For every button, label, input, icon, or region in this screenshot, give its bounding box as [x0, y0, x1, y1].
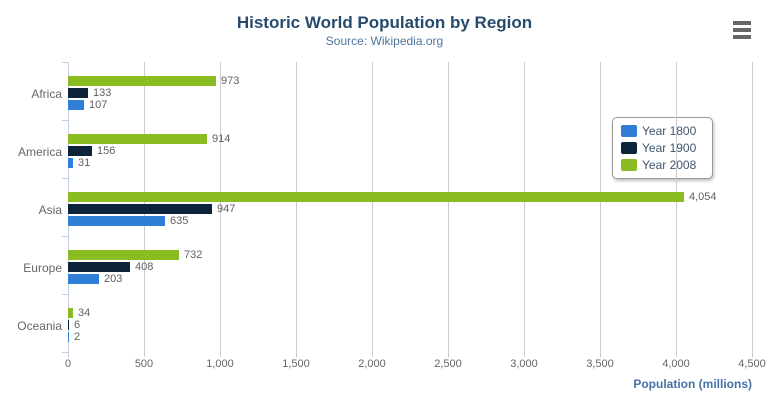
bar-year-1800[interactable] — [68, 100, 84, 110]
bar-year-1800[interactable] — [68, 274, 99, 284]
x-axis-tick — [600, 352, 601, 357]
gridline — [296, 62, 297, 352]
bar-value-label: 2 — [74, 331, 81, 343]
legend-label: Year 1900 — [642, 140, 697, 155]
bar-value-label: 408 — [135, 261, 154, 273]
x-axis-tick-label: 4,000 — [662, 358, 690, 370]
legend-label: Year 2008 — [642, 157, 697, 172]
bar-year-1800[interactable] — [68, 332, 69, 342]
x-axis-tick-label: 500 — [134, 358, 154, 370]
hamburger-bar — [733, 21, 751, 25]
bar-year-2008[interactable] — [68, 76, 216, 86]
legend-item-year-2008[interactable]: Year 2008 — [613, 156, 712, 173]
gridline — [372, 62, 373, 352]
category-label: America — [17, 145, 62, 159]
chart-subtitle: Source: Wikipedia.org — [325, 34, 444, 48]
bar-year-1900[interactable] — [68, 320, 69, 330]
x-axis-tick — [448, 352, 449, 357]
bar-value-label: 947 — [217, 203, 236, 215]
y-axis-tick — [62, 62, 68, 63]
x-axis-tick — [68, 352, 69, 357]
x-axis-tick — [220, 352, 221, 357]
bar-value-label: 973 — [221, 75, 240, 87]
x-axis-tick — [524, 352, 525, 357]
x-axis-title: Population (millions) — [633, 377, 752, 391]
x-axis-tick-label: 1,000 — [206, 358, 234, 370]
hamburger-icon[interactable] — [733, 21, 751, 39]
gridline — [676, 62, 677, 352]
legend-swatch — [621, 141, 637, 154]
hamburger-bar — [733, 35, 751, 39]
bar-value-label: 31 — [78, 157, 91, 169]
x-axis-tick — [752, 352, 753, 357]
chart-title: Historic World Population by Region — [236, 13, 533, 32]
gridline — [524, 62, 525, 352]
legend-item-year-1800[interactable]: Year 1800 — [613, 122, 712, 139]
bar-value-label: 107 — [89, 99, 108, 111]
x-axis-tick — [676, 352, 677, 357]
x-axis-tick — [372, 352, 373, 357]
bar-value-label: 4,054 — [689, 191, 717, 203]
x-axis-tick — [144, 352, 145, 357]
bar-value-label: 34 — [78, 307, 91, 319]
y-axis-tick — [62, 236, 68, 237]
legend-label: Year 1800 — [642, 123, 697, 138]
bar-value-label: 732 — [184, 249, 203, 261]
bar-value-label: 635 — [170, 215, 189, 227]
x-axis-tick-label: 3,000 — [510, 358, 538, 370]
bar-year-2008[interactable] — [68, 192, 684, 202]
gridline — [752, 62, 753, 352]
bar-year-2008[interactable] — [68, 134, 207, 144]
bar-value-label: 133 — [93, 87, 112, 99]
y-axis-tick — [62, 294, 68, 295]
bar-year-1800[interactable] — [68, 158, 73, 168]
x-axis-tick-label: 4,500 — [738, 358, 766, 370]
y-axis-tick — [62, 352, 68, 353]
bar-year-2008[interactable] — [68, 308, 73, 318]
bar-value-label: 203 — [104, 273, 123, 285]
gridline — [220, 62, 221, 352]
gridline — [600, 62, 601, 352]
bar-value-label: 914 — [212, 133, 231, 145]
bar-value-label: 6 — [74, 319, 81, 331]
category-label: Oceania — [17, 319, 62, 333]
hamburger-bar — [733, 28, 751, 32]
y-axis-tick — [62, 120, 68, 121]
legend-swatch — [621, 158, 637, 171]
legend: Year 1800 Year 1900 Year 2008 — [612, 117, 713, 179]
gridline — [448, 62, 449, 352]
bar-value-label: 156 — [97, 145, 116, 157]
x-axis-tick-label: 1,500 — [282, 358, 310, 370]
legend-item-year-1900[interactable]: Year 1900 — [613, 139, 712, 156]
bar-year-2008[interactable] — [68, 250, 179, 260]
category-label: Europe — [23, 261, 62, 275]
bar-year-1900[interactable] — [68, 204, 212, 214]
x-axis-tick-label: 2,500 — [434, 358, 462, 370]
bar-year-1900[interactable] — [68, 262, 130, 272]
bar-year-1900[interactable] — [68, 88, 88, 98]
x-axis-tick-label: 3,500 — [586, 358, 614, 370]
bar-year-1900[interactable] — [68, 146, 92, 156]
category-label: Asia — [38, 203, 62, 217]
category-label: Africa — [31, 87, 62, 101]
legend-swatch — [621, 124, 637, 137]
x-axis-tick-label: 2,000 — [358, 358, 386, 370]
x-axis-tick — [296, 352, 297, 357]
bar-year-1800[interactable] — [68, 216, 165, 226]
y-axis-tick — [62, 178, 68, 179]
x-axis-tick-label: 0 — [64, 358, 72, 370]
